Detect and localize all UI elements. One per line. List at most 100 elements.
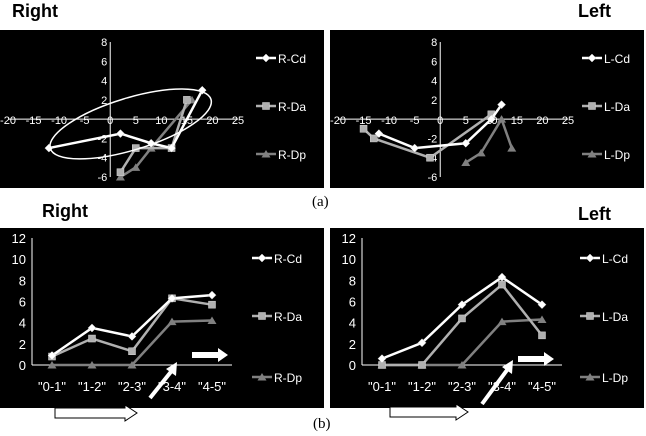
- legend-marker-R-Cd: [257, 253, 267, 263]
- x-tick-label: 5: [133, 115, 139, 127]
- legend-marker-L-Cd: [587, 53, 597, 63]
- x-tick-label: 20: [206, 115, 218, 127]
- y-tick-label: -2: [97, 133, 107, 145]
- data-point-R-Dp: [47, 361, 57, 369]
- series-line-L-Dp: [465, 116, 513, 164]
- x-tick-label: -15: [356, 115, 372, 127]
- data-point-L-Da: [498, 280, 506, 289]
- legend-marker-R-Da: [262, 102, 270, 110]
- y-tick-label: 4: [101, 76, 107, 88]
- data-point-L-Cd: [497, 100, 506, 110]
- series-line-R-Dp: [119, 99, 193, 179]
- data-point-L-Cd: [537, 300, 547, 310]
- x-tick-label: -15: [26, 115, 42, 127]
- legend-label-L-Cd: L-Cd: [602, 252, 628, 266]
- data-point-L-Dp: [497, 115, 507, 123]
- y-tick-label: 6: [431, 56, 437, 68]
- chart-panel-b-right: 0 2 4 6 8 10 12 "0-1" "1-2" "2-3" "3-4" "4-5" R-Cd R-…: [0, 228, 324, 408]
- heading-bottom-right: Right: [42, 201, 88, 221]
- y-tick-label: 12: [12, 231, 26, 246]
- y-tick-label: 2: [101, 95, 107, 107]
- legend-label-L-Cd: L-Cd: [604, 52, 630, 66]
- horizontal-arrow-icon: [518, 352, 554, 366]
- data-point-L-Da: [418, 361, 426, 369]
- data-point-R-Cd: [47, 351, 57, 360]
- data-point-L-Cd: [410, 143, 420, 153]
- data-point-L-Cd: [417, 338, 427, 348]
- caption-b: (b): [313, 416, 331, 432]
- x-tick-label: -20: [330, 115, 346, 127]
- legend-marker-L-Cd: [585, 253, 595, 263]
- x-tick-label: "2-3": [118, 379, 146, 394]
- data-point-R-Da: [88, 334, 96, 343]
- x-tick-label: 0: [437, 115, 443, 127]
- chart-svg-a-left: -6-4-22468-20-15-10-50510152025L-CdL-DaL…: [330, 37, 630, 184]
- legend-label-R-Dp: R-Dp: [278, 148, 306, 162]
- legend-label-L-Dp: L-Dp: [604, 148, 630, 162]
- x-tick-label: 5: [463, 115, 469, 127]
- data-point-L-Cd: [374, 129, 384, 138]
- chart-svg-b-right: 0 2 4 6 8 10 12 "0-1" "1-2" "2-3" "3-4" "4-5" R-Cd R-…: [12, 231, 302, 400]
- chart-panel-a-left: -6-4-22468-20-15-10-50510152025L-CdL-DaL…: [330, 30, 644, 188]
- legend-marker-R-Dp: [261, 150, 271, 158]
- legend-marker-L-Da: [588, 102, 596, 110]
- y-tick-label: 4: [349, 316, 356, 331]
- data-point-R-Da: [208, 300, 216, 309]
- x-tick-label: "3-4": [158, 379, 186, 394]
- legend-marker-L-Dp: [587, 150, 597, 158]
- data-point-L-Da: [426, 153, 434, 162]
- y-tick-label: 0: [349, 358, 356, 373]
- data-point-R-Cd: [167, 293, 177, 303]
- legend-label-R-Da: R-Da: [278, 100, 306, 114]
- y-tick-label: 10: [342, 252, 356, 267]
- data-point-R-Dp: [127, 361, 137, 369]
- series-line-R-Da: [119, 99, 189, 173]
- x-tick-label: 25: [562, 115, 574, 127]
- y-tick-label: 2: [19, 337, 26, 352]
- data-point-L-Da: [359, 125, 368, 133]
- data-point-L-Cd: [497, 272, 507, 282]
- data-point-L-Dp: [476, 148, 486, 157]
- outline-arrow-right-icon: [54, 404, 138, 422]
- data-point-L-Dp: [507, 144, 517, 152]
- y-tick-label: 0: [19, 358, 26, 373]
- data-point-L-Cd: [486, 114, 496, 124]
- x-tick-label: "0-1": [38, 379, 66, 394]
- x-tick-label: 0: [107, 115, 113, 127]
- diagonal-arrow-icon: [166, 362, 177, 376]
- y-tick-label: -6: [427, 172, 437, 184]
- data-point-R-Dp: [115, 173, 125, 181]
- y-tick-label: -6: [97, 172, 107, 184]
- data-point-R-Dp: [131, 163, 141, 171]
- y-tick-label: 6: [101, 56, 107, 68]
- data-point-R-Cd: [207, 290, 217, 300]
- data-point-L-Dp: [497, 317, 507, 326]
- heading-top-right: Right: [12, 1, 58, 21]
- data-point-L-Dp: [457, 361, 467, 369]
- series-line-L-Da: [362, 113, 493, 160]
- y-tick-label: 10: [12, 252, 26, 267]
- series-line-L-Da: [382, 282, 543, 367]
- data-point-R-Cd: [87, 323, 97, 333]
- legend-label-R-Cd: R-Cd: [278, 52, 306, 66]
- legend-label-L-Da: L-Da: [604, 100, 630, 114]
- data-point-L-Da: [538, 331, 546, 340]
- data-point-L-Da: [370, 134, 378, 143]
- heading-top-left: Left: [578, 1, 611, 21]
- x-tick-label: 25: [232, 115, 244, 127]
- x-tick-label: "2-3": [448, 379, 476, 394]
- data-point-R-Cd: [116, 129, 125, 138]
- chart-panel-b-left: 0 2 4 6 8 10 12 "0-1" "1-2" "2-3" "3-4" "4-5" L-Cd L-…: [330, 228, 644, 408]
- arrows-below-svg: [54, 404, 469, 422]
- x-tick-label: "1-2": [78, 379, 106, 394]
- data-point-L-Cd: [461, 138, 471, 148]
- diagonal-arrow-icon: [502, 360, 513, 374]
- y-tick-label: 4: [431, 76, 437, 88]
- legend-marker-L-Da: [586, 312, 594, 320]
- x-tick-label: -10: [51, 115, 67, 127]
- x-tick-label: "4-5": [528, 379, 556, 394]
- data-point-R-Da: [128, 347, 136, 355]
- x-tick-label: 10: [155, 115, 167, 127]
- data-point-R-Cd: [167, 143, 176, 153]
